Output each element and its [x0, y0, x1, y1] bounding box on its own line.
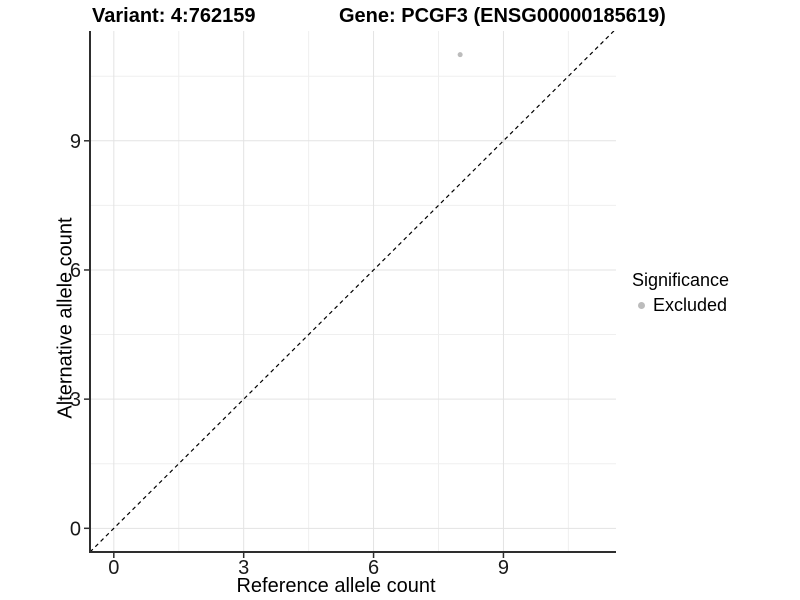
x-tick-label: 3 — [238, 557, 249, 579]
y-axis-title: Alternative allele count — [54, 217, 77, 419]
legend: Significance Excluded — [632, 269, 729, 316]
plot-title-gene: Gene: PCGF3 (ENSG00000185619) — [339, 5, 666, 27]
y-tick-label: 6 — [70, 260, 81, 282]
plot-title-variant: Variant: 4:762159 — [92, 5, 256, 27]
x-tick-label: 9 — [498, 557, 509, 579]
legend-title: Significance — [632, 270, 730, 290]
x-tick-label: 6 — [368, 557, 379, 579]
legend-point-icon — [638, 301, 645, 309]
legend-entry-excluded: Excluded — [632, 294, 729, 316]
x-axis-title: Reference allele count — [236, 575, 436, 597]
y-tick-label: 0 — [70, 518, 81, 540]
identity-line — [90, 31, 615, 552]
legend-entry-label: Excluded — [653, 295, 728, 315]
data-point — [457, 52, 463, 58]
y-tick-label: 3 — [70, 389, 81, 411]
y-tick-label: 9 — [70, 131, 81, 153]
x-tick-label: 0 — [108, 557, 119, 579]
